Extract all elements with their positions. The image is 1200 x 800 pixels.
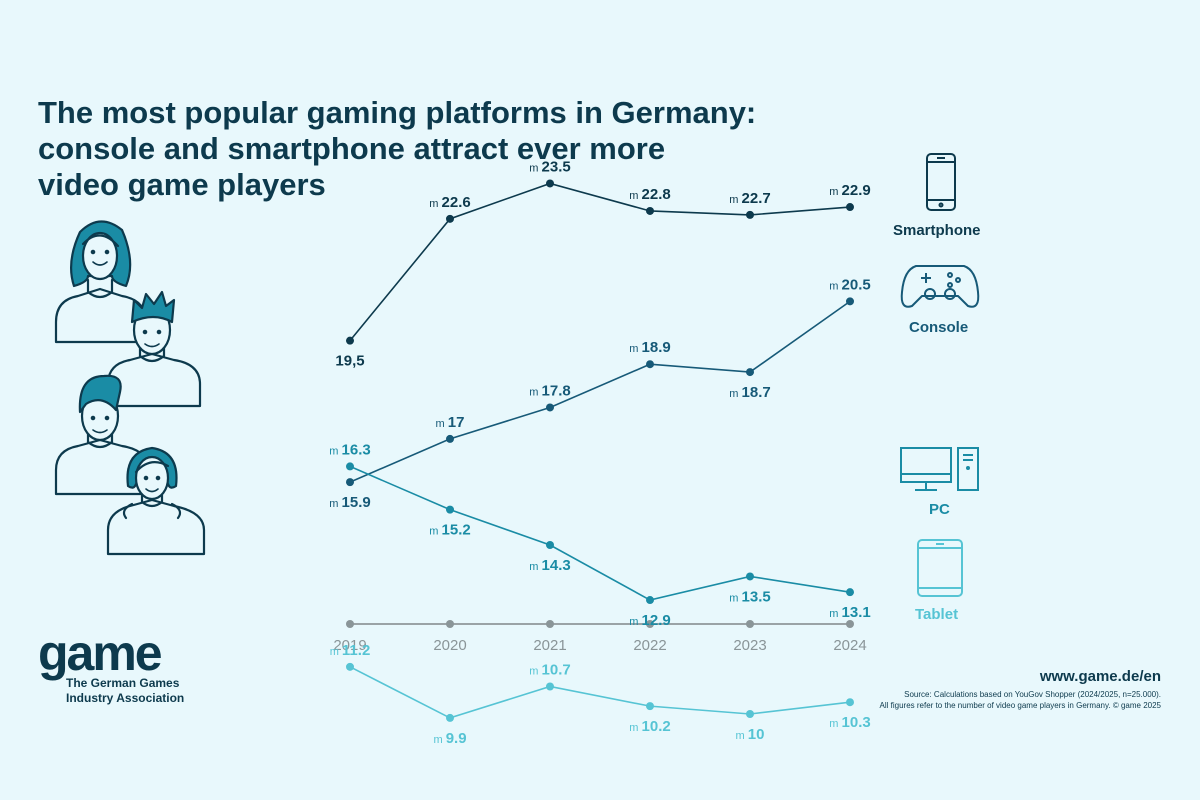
series-group: 19,5 m 22.6 m 23.5 m 22.8 m 22.7 m 22.9 m 15.9… xyxy=(329,158,870,746)
data-label: m 10.2 xyxy=(629,718,670,735)
data-point xyxy=(646,360,654,369)
data-label: m 11.2 xyxy=(330,642,371,659)
data-point xyxy=(746,572,754,581)
game-logo[interactable]: game xyxy=(38,625,163,681)
data-label: m 9.9 xyxy=(433,730,466,747)
data-point xyxy=(346,662,354,671)
data-label: m 20.5 xyxy=(829,276,870,293)
pc-icon xyxy=(900,447,979,491)
series-line xyxy=(349,300,851,483)
data-label: m 12.9 xyxy=(629,612,670,629)
data-label: m 16.3 xyxy=(329,441,370,458)
person-woman-icon xyxy=(106,446,206,556)
data-label: m 22.9 xyxy=(829,182,870,199)
smartphone-icon xyxy=(926,153,956,211)
data-point xyxy=(446,505,454,514)
x-axis: 2019 2020 2021 2022 2023 2024 xyxy=(333,620,867,654)
data-point xyxy=(646,596,654,605)
data-label: m 10 xyxy=(736,726,765,743)
x-axis-dot xyxy=(746,620,754,628)
data-label: 19,5 xyxy=(335,353,364,370)
data-point xyxy=(546,682,554,691)
legend-pc: PC xyxy=(929,501,950,518)
data-point xyxy=(346,336,354,345)
data-label: m 15.2 xyxy=(429,522,470,539)
data-label: m 10.7 xyxy=(529,661,570,678)
series-smartphone: 19,5 m 22.6 m 23.5 m 22.8 m 22.7 m 22.9 xyxy=(335,158,870,369)
tablet-icon xyxy=(917,539,963,597)
data-point xyxy=(546,179,554,188)
x-axis-dot xyxy=(446,620,454,628)
title-line-3: video game players xyxy=(38,167,326,202)
data-point xyxy=(546,541,554,550)
data-point xyxy=(546,403,554,412)
data-point xyxy=(646,702,654,711)
data-label: m 22.8 xyxy=(629,186,670,203)
data-point xyxy=(746,210,754,219)
person-woman-icon xyxy=(54,220,148,344)
data-label: m 22.7 xyxy=(729,190,770,207)
series-line xyxy=(349,465,851,601)
data-point xyxy=(746,368,754,377)
data-point xyxy=(846,588,854,597)
x-tick-label: 2023 xyxy=(733,637,766,654)
x-axis-dot xyxy=(846,620,854,628)
data-label: m 18.7 xyxy=(729,384,770,401)
data-label: m 23.5 xyxy=(529,158,570,175)
logo-line-1: The German Games xyxy=(66,676,180,690)
data-label: m 13.1 xyxy=(829,604,870,621)
logo-line-2: Industry Association xyxy=(66,691,185,705)
legend-tablet: Tablet xyxy=(915,606,959,623)
data-point xyxy=(446,214,454,223)
series-tablet: m 11.2 m 9.9 m 10.7 m 10.2 m 10 m 10.3 xyxy=(330,642,871,747)
data-label: m 14.3 xyxy=(529,557,570,574)
data-point xyxy=(846,203,854,212)
source-line-1: Source: Calculations based on YouGov Sho… xyxy=(904,690,1161,699)
x-tick-label: 2020 xyxy=(433,637,466,654)
data-point xyxy=(446,713,454,722)
data-point xyxy=(746,710,754,718)
x-axis-dot xyxy=(546,620,554,628)
x-tick-label: 2019 xyxy=(333,637,366,654)
data-label: m 13.5 xyxy=(729,588,770,605)
data-label: m 22.6 xyxy=(429,194,470,211)
legend-smartphone: Smartphone xyxy=(893,222,981,239)
x-tick-label: 2024 xyxy=(833,637,866,654)
gamepad-icon xyxy=(900,265,980,308)
data-point xyxy=(446,434,454,443)
x-tick-label: 2021 xyxy=(533,637,566,654)
people-illustration xyxy=(54,220,206,556)
logo-subtitle: The German Games Industry Association xyxy=(66,676,184,706)
source-note: Source: Calculations based on YouGov Sho… xyxy=(880,689,1161,711)
data-label: m 10.3 xyxy=(829,714,870,731)
x-axis-dot xyxy=(346,620,354,628)
data-label: m 18.9 xyxy=(629,339,670,356)
data-point xyxy=(346,478,354,487)
data-label: m 15.9 xyxy=(329,494,370,511)
title-line-2: console and smartphone attract ever more xyxy=(38,131,666,166)
page-title: The most popular gaming platforms in Ger… xyxy=(38,95,838,203)
x-axis-dot xyxy=(646,620,654,628)
series-line xyxy=(349,666,851,719)
series-line xyxy=(349,182,851,342)
data-point xyxy=(346,462,354,471)
series-console: m 15.9 m 17 m 17.8 m 18.9 m 18.7 m 20.5 xyxy=(329,276,870,511)
series-pc: m 16.3 m 15.2 m 14.3 m 12.9 m 13.5 m 13.1 xyxy=(329,441,870,629)
title-line-1: The most popular gaming platforms in Ger… xyxy=(38,95,757,130)
source-line-2: All figures refer to the number of video… xyxy=(879,701,1161,710)
website-link[interactable]: www.game.de/en xyxy=(1039,668,1161,685)
legend-console: Console xyxy=(909,319,969,336)
data-point xyxy=(646,206,654,215)
data-point xyxy=(846,698,854,707)
data-point xyxy=(846,297,854,306)
x-tick-label: 2022 xyxy=(633,637,666,654)
data-label: m 17.8 xyxy=(529,382,570,399)
person-man-icon xyxy=(106,290,202,408)
data-label: m 17 xyxy=(436,414,465,431)
